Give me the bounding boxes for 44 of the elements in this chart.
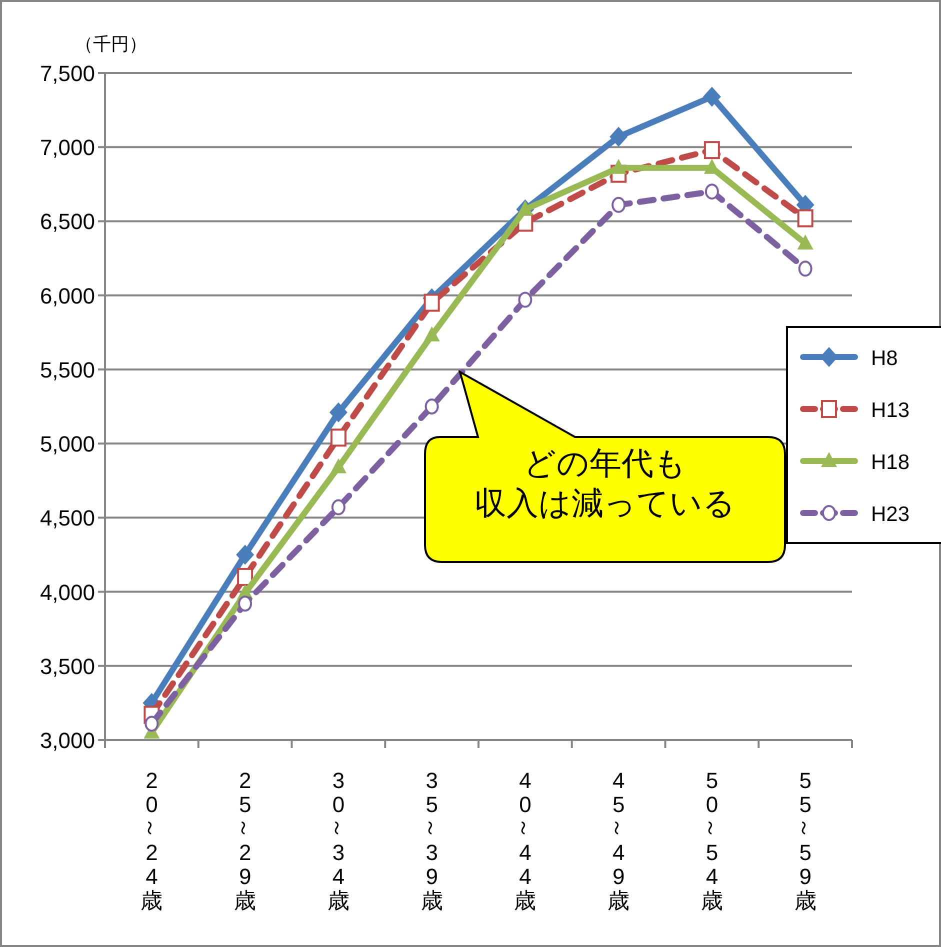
y-tick-label: 3,000: [40, 728, 95, 753]
point: [798, 260, 812, 277]
point: [797, 209, 814, 228]
point: [704, 141, 720, 160]
point: [702, 86, 721, 107]
point: [330, 428, 346, 447]
point: [237, 568, 254, 586]
point: [238, 596, 252, 612]
x-tick-label: 25～29歳: [232, 768, 258, 913]
x-tick-label: 45～49歳: [606, 768, 631, 913]
point: [610, 126, 628, 147]
legend-label: H18: [871, 451, 910, 474]
point: [424, 326, 440, 342]
y-tick-label: 7,000: [40, 135, 95, 160]
y-tick-label: 6,500: [40, 209, 95, 234]
y-tick-label: 5,000: [40, 432, 95, 457]
y-tick-label: 3,500: [40, 654, 95, 679]
annotation: どの年代も: [524, 445, 686, 481]
y-tick-label: 7,500: [40, 61, 95, 86]
x-tick-label: 20～24歳: [138, 768, 164, 913]
point: [424, 398, 439, 414]
x-tick-label: 30～34歳: [325, 768, 350, 913]
point: [331, 499, 346, 516]
point: [329, 402, 348, 422]
y-tick-label: 4,500: [40, 506, 95, 531]
x-tick-label: 55～59歳: [792, 768, 818, 913]
point: [612, 196, 626, 213]
x-tick-label: 40～44歳: [512, 768, 538, 913]
point: [144, 716, 159, 732]
legend-label: H13: [871, 399, 910, 422]
point: [704, 184, 719, 200]
legend-label: H8: [871, 347, 898, 370]
annotation: 収入は減っている: [474, 485, 736, 521]
x-tick-label: 35～39歳: [418, 768, 444, 913]
point: [236, 544, 254, 565]
point: [424, 294, 440, 312]
y-axis-title: （千円）: [75, 34, 147, 54]
point: [518, 292, 532, 308]
point: [330, 458, 346, 474]
legend-label: H23: [871, 503, 910, 526]
x-tick-label: 50～54歳: [698, 768, 724, 913]
y-tick-label: 4,000: [40, 580, 95, 605]
y-tick-label: 6,000: [40, 283, 95, 308]
y-tick-label: 5,500: [40, 357, 95, 382]
